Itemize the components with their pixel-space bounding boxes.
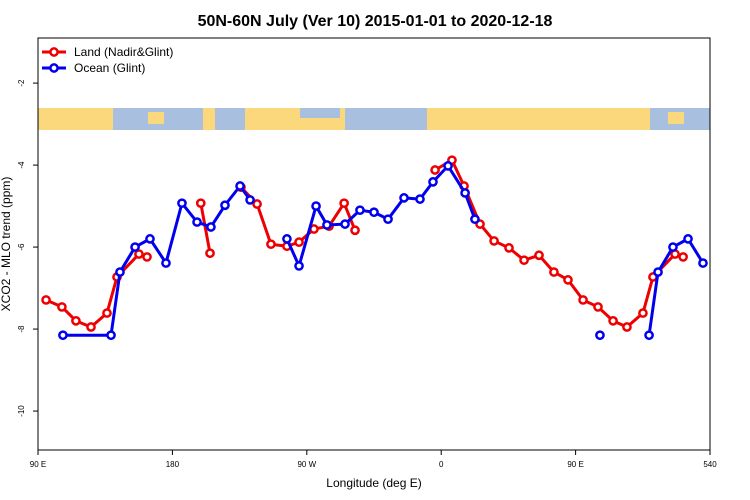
- point: [41, 295, 51, 305]
- point: [58, 330, 68, 341]
- point: [350, 225, 360, 236]
- point: [519, 255, 529, 266]
- point: [460, 188, 470, 198]
- point: [549, 267, 559, 277]
- point: [563, 275, 573, 285]
- point: [608, 316, 618, 326]
- y-tick-label: -4: [17, 161, 26, 169]
- x-tick-label: 0: [439, 460, 444, 469]
- point: [593, 302, 603, 312]
- point: [115, 267, 125, 277]
- point: [235, 181, 245, 191]
- series-line: [62, 164, 705, 337]
- point: [130, 242, 140, 252]
- point: [638, 308, 648, 318]
- point: [430, 165, 440, 175]
- point: [220, 200, 230, 211]
- y-tick-label: -2: [17, 79, 26, 87]
- plot-frame: [37, 37, 711, 451]
- chart-title: 50N-60N July (Ver 10) 2015-01-01 to 2020…: [198, 13, 553, 30]
- point: [443, 161, 453, 171]
- point: [399, 193, 409, 203]
- point: [195, 198, 206, 209]
- y-tick-label: -6: [17, 243, 26, 251]
- legend-label: Land (Nadir&Glint): [74, 45, 173, 59]
- point: [177, 198, 187, 209]
- point: [698, 258, 708, 268]
- point: [294, 261, 304, 271]
- y-axis-label: XCO2 - MLO trend (ppm): [0, 177, 13, 312]
- point: [145, 234, 155, 244]
- point: [428, 177, 438, 187]
- point: [383, 214, 393, 225]
- point: [205, 248, 215, 259]
- y-tick-label: -10: [17, 405, 26, 417]
- point: [470, 214, 480, 225]
- point: [102, 308, 112, 318]
- series-line: [45, 158, 684, 329]
- point: [644, 330, 654, 341]
- point: [534, 250, 544, 261]
- point: [57, 302, 67, 312]
- point: [678, 252, 688, 262]
- legend-marker: [49, 47, 59, 57]
- x-tick-label: 540: [703, 460, 717, 469]
- point: [206, 222, 216, 232]
- point: [578, 295, 588, 305]
- y-tick-label: -8: [17, 325, 26, 333]
- point: [595, 330, 605, 341]
- x-tick-label: 90 E: [567, 460, 583, 469]
- point: [266, 239, 276, 250]
- point: [245, 195, 255, 205]
- point: [668, 242, 678, 252]
- point: [339, 198, 349, 209]
- x-tick-label: 90 W: [297, 460, 316, 469]
- map-strip: [38, 108, 710, 130]
- legend-label: Ocean (Glint): [74, 61, 145, 75]
- point: [282, 234, 292, 244]
- point: [683, 234, 693, 244]
- point: [86, 322, 96, 332]
- point: [504, 243, 514, 253]
- point: [192, 217, 202, 227]
- point: [415, 194, 425, 204]
- point: [106, 330, 116, 341]
- point: [355, 205, 365, 216]
- point: [252, 199, 262, 209]
- x-tick-label: 180: [166, 460, 180, 469]
- point: [653, 267, 663, 277]
- x-axis-label: Longitude (deg E): [326, 476, 421, 490]
- x-tick-label: 90 E: [30, 460, 46, 469]
- point: [311, 201, 321, 211]
- point: [622, 322, 632, 332]
- legend-marker: [49, 63, 59, 73]
- point: [142, 252, 152, 262]
- point: [294, 237, 304, 248]
- point: [134, 249, 144, 259]
- point: [161, 258, 171, 268]
- point: [369, 207, 379, 218]
- point: [322, 220, 332, 230]
- point: [71, 316, 81, 326]
- point: [489, 236, 499, 246]
- point: [340, 219, 350, 229]
